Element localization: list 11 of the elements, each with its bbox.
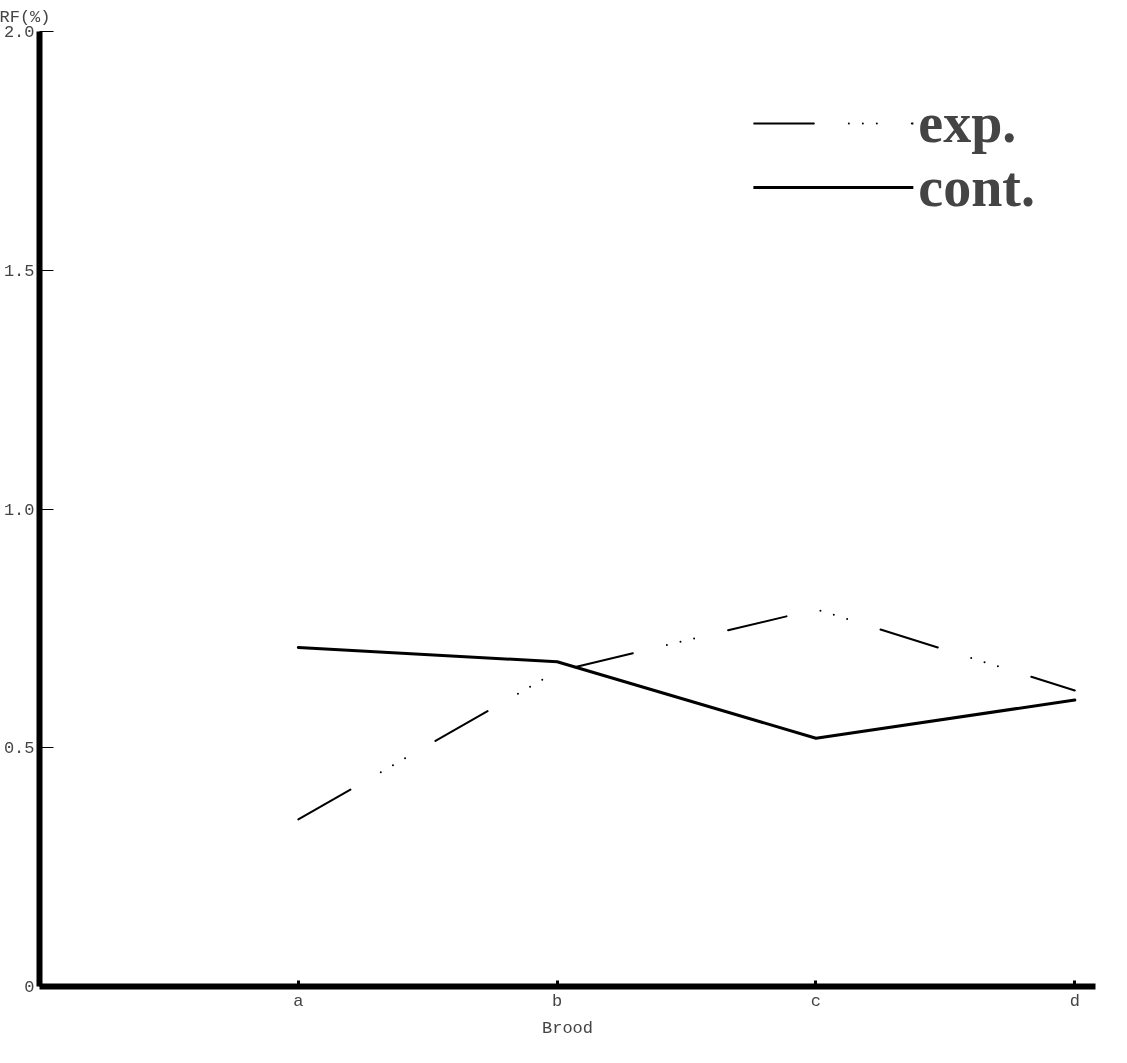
- x-tick-label: d: [1069, 991, 1080, 1011]
- x-tick-label: a: [293, 991, 304, 1011]
- y-tick-label: 0: [24, 978, 35, 997]
- x-tick-label: c: [810, 991, 822, 1011]
- legend-label: cont.: [918, 155, 1035, 219]
- y-tick-label: 0.5: [3, 739, 35, 759]
- x-axis-title: Brood: [542, 1018, 594, 1038]
- x-tick-label: b: [552, 991, 563, 1011]
- legend-label: exp.: [918, 91, 1017, 155]
- y-tick-label: 1.5: [3, 261, 35, 281]
- y-tick-label: 1.0: [3, 500, 35, 520]
